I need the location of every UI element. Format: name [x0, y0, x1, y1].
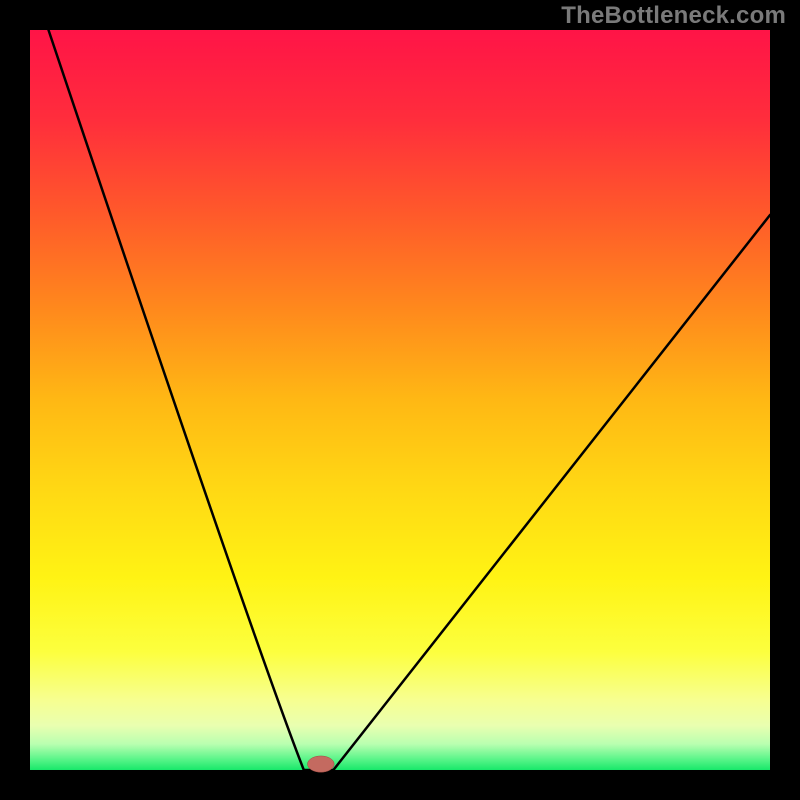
chart-stage: TheBottleneck.com: [0, 0, 800, 800]
optimal-point-marker: [308, 756, 335, 772]
bottleneck-chart: [0, 0, 800, 800]
watermark-text: TheBottleneck.com: [561, 2, 786, 30]
plot-background: [30, 30, 770, 770]
